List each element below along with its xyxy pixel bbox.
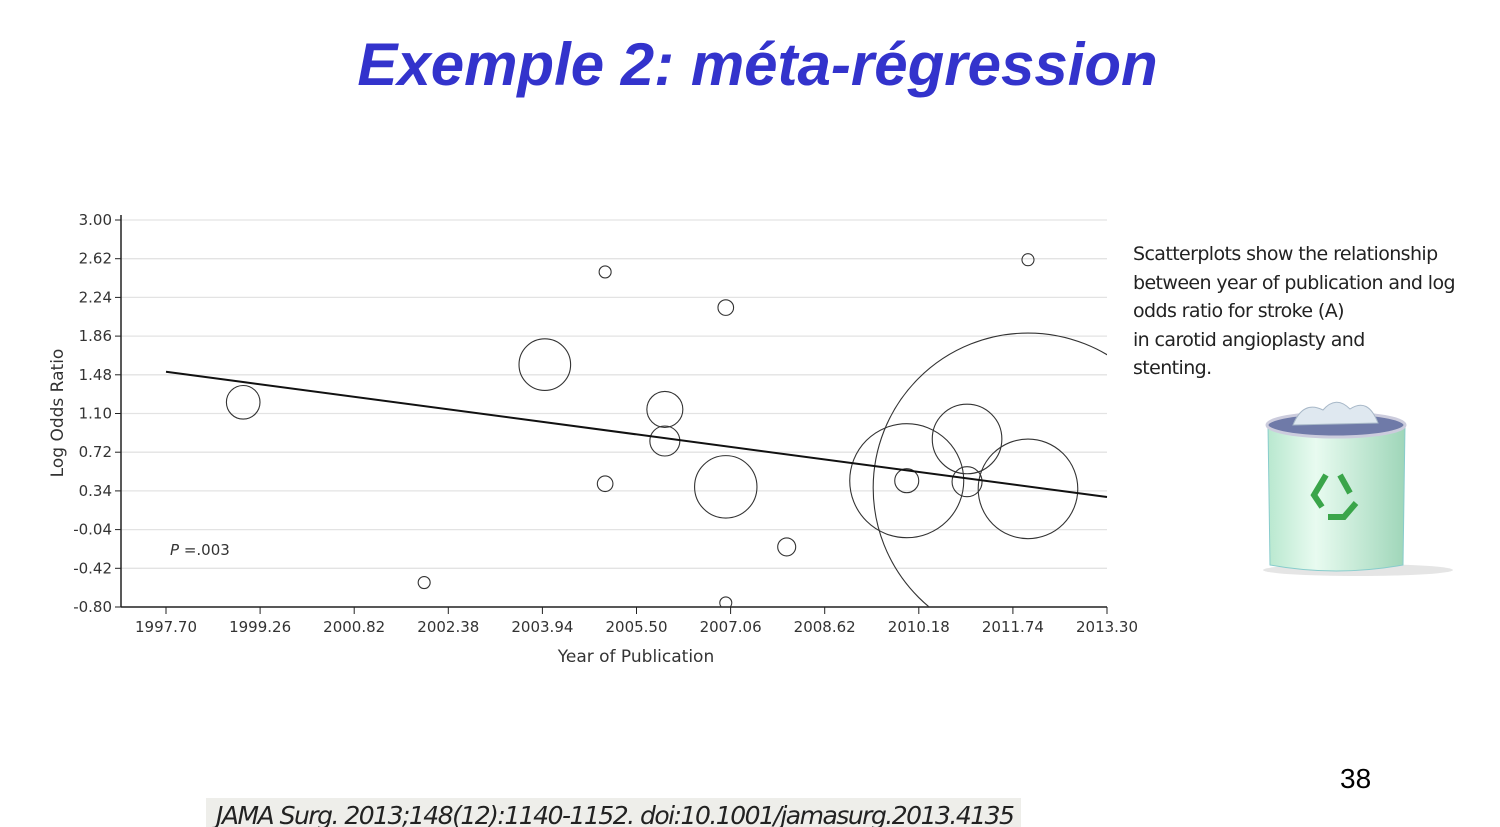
study-bubble (649, 425, 681, 457)
study-bubble (417, 576, 431, 590)
y-tick-label: 3.00 (79, 211, 112, 229)
citation-text: JAMA Surg. 2013;148(12):1140-1152. doi:1… (216, 801, 1015, 827)
y-tick-label: 0.34 (79, 482, 112, 500)
study-bubble (931, 403, 1003, 475)
y-tick-label: 0.72 (79, 443, 112, 461)
x-tick-label: 2007.06 (700, 618, 762, 636)
caption-line: between year of publication and log (1133, 271, 1456, 294)
y-tick-label: 1.10 (79, 405, 112, 423)
y-axis-label: Log Odds Ratio (48, 349, 68, 478)
gridlines (121, 219, 1107, 608)
study-bubble (719, 596, 733, 607)
study-bubble (777, 537, 797, 557)
y-tick-label: -0.04 (73, 521, 112, 539)
figure-caption: Scatterplots show the relationship betwe… (1133, 240, 1473, 383)
p-value-annotation: P =.003 (170, 541, 230, 559)
caption-line: stenting. (1133, 357, 1212, 379)
study-bubble (694, 455, 758, 519)
recycle-bin-icon (1263, 401, 1453, 576)
y-tick-label: -0.80 (73, 598, 112, 616)
study-bubble (598, 265, 612, 279)
study-bubble (596, 475, 614, 493)
study-bubble (872, 332, 1107, 607)
study-bubble (1021, 253, 1035, 267)
x-tick-label: 2000.82 (323, 618, 385, 636)
y-tick-label: 1.86 (79, 327, 112, 345)
study-bubble (894, 468, 920, 494)
x-tick-label: 2011.74 (982, 618, 1044, 636)
y-tick-label: 1.48 (79, 366, 112, 384)
x-tick-label: 2010.18 (888, 618, 950, 636)
study-bubble (518, 338, 572, 391)
study-bubble (849, 423, 965, 539)
study-bubble (977, 438, 1079, 540)
y-tick-label: 2.24 (79, 288, 112, 306)
y-tick-label: 2.62 (79, 250, 112, 268)
x-tick-label: 2002.38 (417, 618, 479, 636)
x-tick-label: 2003.94 (511, 618, 573, 636)
study-bubble (951, 466, 983, 498)
study-bubble (225, 384, 261, 420)
x-tick-label: 2013.30 (1076, 618, 1138, 636)
x-tick-label: 1997.70 (135, 618, 197, 636)
caption-line: in carotid angioplasty and (1133, 328, 1365, 351)
x-tick-label: 2008.62 (794, 618, 856, 636)
slide-number: 38 (1340, 763, 1372, 794)
x-axis-label: Year of Publication (557, 647, 714, 667)
citation-bar: JAMA Surg. 2013;148(12):1140-1152. doi:1… (206, 798, 1021, 827)
study-bubble (646, 390, 684, 428)
x-tick-label: 2005.50 (605, 618, 667, 636)
x-axis-ticks: 1997.70 1999.26 2000.82 2002.38 2003.94 2005.… (135, 607, 1138, 636)
regression-line (165, 370, 1108, 499)
slide-title: Exemple 2: méta-régression (357, 31, 1158, 98)
y-axis-ticks: 3.00 2.62 2.24 1.86 1.48 1.10 0.72 0.34 -0.04 -0.… (73, 211, 121, 616)
y-tick-label: -0.42 (73, 559, 112, 577)
meta-regression-scatterplot: 3.00 2.62 2.24 1.86 1.48 1.10 0.72 0.34 -0.04 -0.… (48, 211, 1138, 667)
study-bubble (717, 299, 735, 316)
x-tick-label: 1999.26 (229, 618, 291, 636)
caption-line: odds ratio for stroke (A) (1133, 300, 1345, 322)
caption-line: Scatterplots show the relationship (1133, 243, 1438, 265)
bubbles (225, 253, 1107, 607)
